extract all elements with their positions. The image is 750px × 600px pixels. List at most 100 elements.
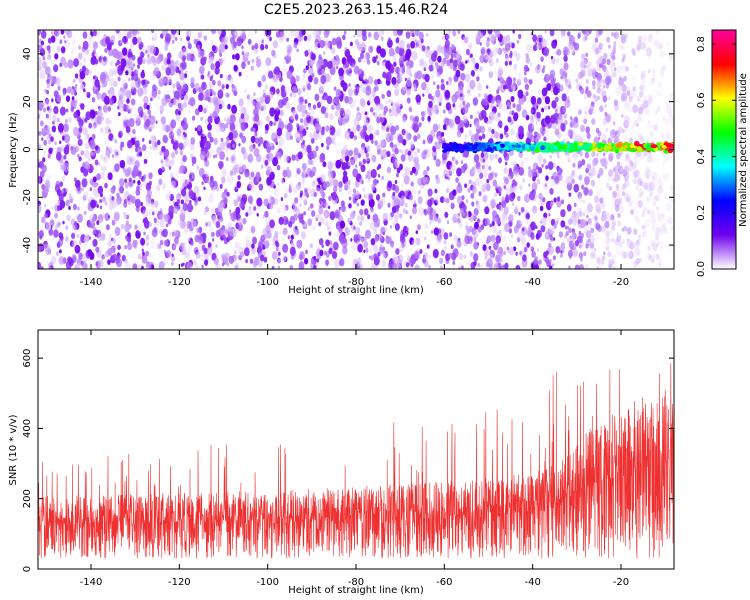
- spectrogram-pixel: [285, 119, 289, 125]
- spectrogram-pixel: [121, 122, 125, 126]
- spectrogram-pixel: [153, 217, 157, 223]
- spectrogram-pixel: [498, 205, 502, 211]
- spectrogram-pixel: [651, 158, 655, 163]
- spectrogram-pixel: [612, 190, 617, 198]
- spectrogram-pixel: [286, 70, 293, 80]
- spectrogram-pixel: [474, 121, 481, 130]
- spectrogram-pixel: [417, 190, 421, 195]
- spectrogram-pixel: [237, 218, 243, 226]
- spectrogram-pixel: [218, 201, 222, 208]
- spectrogram-pixel: [448, 252, 453, 259]
- spectrogram-pixel: [611, 237, 615, 243]
- spectrogram-pixel: [444, 50, 450, 60]
- spectrogram-pixel: [123, 115, 128, 122]
- spectrogram-pixel: [207, 123, 212, 131]
- spectrogram-pixel: [331, 37, 337, 46]
- spectrogram-pixel: [446, 153, 450, 158]
- spectrogram-pixel: [191, 220, 197, 229]
- spectrogram-pixel: [49, 73, 52, 78]
- spectrogram-pixel: [331, 104, 335, 111]
- spectrogram-pixel: [388, 134, 394, 142]
- spectrogram-pixel: [549, 234, 553, 240]
- spectrogram-pixel: [446, 81, 449, 85]
- spectrogram-pixel: [108, 215, 111, 219]
- spectrogram-pixel: [531, 49, 534, 53]
- spectrogram-pixel: [363, 236, 367, 242]
- spectrogram-pixel: [396, 30, 403, 36]
- spectrogram-pixel: [264, 240, 270, 249]
- spectrogram-pixel: [543, 212, 548, 219]
- spectrogram-pixel: [479, 42, 482, 46]
- spectrogram-pixel: [148, 180, 152, 186]
- spectrogram-pixel: [594, 95, 599, 103]
- spectrogram-pixel: [454, 91, 460, 99]
- spectrogram-pixel: [85, 234, 90, 242]
- spectrogram-pixel: [535, 233, 540, 240]
- spectrogram-pixel: [153, 217, 160, 228]
- spectrogram-pixel: [555, 120, 559, 125]
- spectrogram-pixel: [76, 234, 80, 239]
- spectrogram-pixel: [545, 175, 549, 181]
- spectrogram-pixel: [44, 129, 47, 134]
- spectrogram-pixel: [623, 100, 630, 109]
- spectrogram-pixel: [415, 230, 418, 235]
- spectrogram-pixel: [385, 71, 392, 82]
- spectrogram-pixel: [424, 73, 430, 83]
- spectrogram-pixel: [531, 168, 537, 177]
- spectrogram-pixel: [116, 258, 122, 268]
- spectrogram-pixel: [102, 196, 106, 202]
- spectrogram-pixel: [355, 164, 358, 168]
- spectrogram-pixel: [530, 115, 534, 120]
- spectrogram-pixel: [197, 244, 203, 253]
- spectrogram-pixel: [440, 249, 445, 256]
- spectrogram-pixel: [394, 185, 400, 194]
- spectrogram-pixel: [553, 223, 557, 229]
- spectrogram-pixel: [406, 77, 412, 87]
- spectrogram-pixel: [109, 77, 115, 87]
- spectrogram-pixel: [105, 148, 111, 157]
- spectrogram-pixel: [627, 250, 632, 258]
- spectrogram-pixel: [462, 151, 466, 158]
- spectrogram-pixel: [106, 224, 110, 231]
- spectrogram-pixel: [547, 216, 551, 222]
- spectrogram-pixel: [459, 103, 463, 109]
- spectrogram-pixel: [199, 50, 205, 58]
- spectrogram-pixel: [119, 159, 126, 169]
- spectrogram-pixel: [43, 107, 47, 113]
- spectrogram-pixel: [83, 57, 86, 63]
- spectrogram-pixel: [146, 189, 152, 198]
- spectrogram-pixel: [59, 249, 62, 254]
- spectrogram-pixel: [111, 168, 115, 173]
- spectrogram-pixel: [564, 113, 568, 119]
- spectrogram-pixel: [226, 191, 230, 197]
- spectrogram-pixel: [531, 182, 538, 191]
- spectrogram-pixel: [256, 97, 259, 102]
- spectrogram-pixel: [388, 107, 395, 118]
- spectrogram-pixel: [531, 137, 535, 142]
- spectrogram-pixel: [215, 186, 220, 192]
- spectrogram-pixel: [631, 200, 634, 204]
- spectrogram-pixel: [241, 146, 246, 155]
- spectrogram-pixel: [544, 115, 551, 124]
- spectrogram-pixel: [628, 195, 632, 201]
- spectrogram-pixel: [653, 124, 658, 131]
- spectrogram-pixel: [100, 54, 104, 59]
- spectrogram-pixel: [293, 213, 298, 221]
- spectrogram-pixel: [492, 210, 498, 219]
- spectrogram-pixel: [329, 126, 336, 136]
- spectrogram-pixel: [605, 213, 611, 222]
- spectrogram-pixel: [531, 250, 536, 258]
- spectrogram-pixel: [583, 187, 589, 196]
- spectrogram-pixel: [344, 60, 350, 68]
- spectrogram-pixel: [668, 51, 674, 60]
- spectrogram-pixel: [251, 59, 255, 63]
- spectrogram-pixel: [289, 239, 294, 245]
- spectrogram-pixel: [365, 247, 369, 253]
- spectrogram-pixel: [124, 262, 131, 269]
- spectrogram-pixel: [152, 211, 155, 216]
- spectrogram-pixel: [367, 75, 374, 85]
- spectrogram-pixel: [214, 106, 220, 115]
- spectrogram-pixel: [488, 172, 493, 181]
- spectrogram-pixel: [302, 73, 306, 78]
- spectrogram-pixel: [501, 217, 506, 226]
